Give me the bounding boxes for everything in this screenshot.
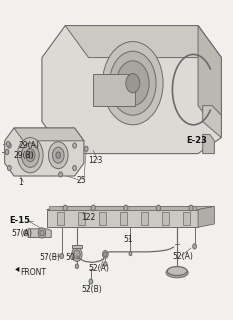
Ellipse shape <box>167 267 187 276</box>
Polygon shape <box>203 134 214 154</box>
Bar <box>141 212 148 225</box>
Circle shape <box>38 228 46 238</box>
Circle shape <box>60 253 64 259</box>
Text: 52(A): 52(A) <box>89 264 110 273</box>
Polygon shape <box>198 206 214 227</box>
Text: 57(A): 57(A) <box>12 229 33 238</box>
Circle shape <box>73 143 76 148</box>
Polygon shape <box>198 26 221 138</box>
Circle shape <box>59 172 62 177</box>
Text: 51: 51 <box>123 236 133 244</box>
Text: 25: 25 <box>77 176 86 185</box>
Circle shape <box>104 252 107 257</box>
Text: 1: 1 <box>19 178 23 187</box>
Circle shape <box>48 142 68 169</box>
Bar <box>57 212 64 225</box>
Circle shape <box>24 230 28 236</box>
Text: 52(B): 52(B) <box>82 285 102 294</box>
Circle shape <box>52 147 64 163</box>
Circle shape <box>56 152 61 158</box>
Polygon shape <box>15 267 19 272</box>
Polygon shape <box>14 128 84 141</box>
Circle shape <box>126 74 140 93</box>
Bar <box>78 212 85 225</box>
Text: FRONT: FRONT <box>20 268 46 277</box>
Text: 29(A): 29(A) <box>19 141 40 150</box>
Polygon shape <box>203 106 221 138</box>
Circle shape <box>74 250 80 259</box>
Bar <box>120 212 127 225</box>
Bar <box>99 212 106 225</box>
Circle shape <box>193 244 196 249</box>
Text: E-15: E-15 <box>9 216 30 225</box>
Bar <box>49 206 196 210</box>
Circle shape <box>103 251 108 258</box>
Text: 29(B): 29(B) <box>14 151 35 160</box>
Circle shape <box>21 143 39 167</box>
Bar <box>93 74 135 106</box>
Circle shape <box>40 230 44 236</box>
Circle shape <box>26 149 35 162</box>
Circle shape <box>189 205 193 211</box>
Text: 57(B): 57(B) <box>40 253 61 262</box>
Circle shape <box>156 205 161 211</box>
Circle shape <box>116 61 149 106</box>
Polygon shape <box>65 26 221 58</box>
Circle shape <box>72 247 82 261</box>
Polygon shape <box>28 229 51 237</box>
Ellipse shape <box>166 268 188 278</box>
Circle shape <box>73 165 76 171</box>
Circle shape <box>110 51 156 115</box>
Circle shape <box>5 149 9 155</box>
Circle shape <box>89 279 93 284</box>
Circle shape <box>104 262 107 266</box>
Text: 50: 50 <box>65 253 75 262</box>
Bar <box>47 210 198 227</box>
Polygon shape <box>42 26 221 154</box>
Text: 52(A): 52(A) <box>172 252 193 260</box>
Text: 122: 122 <box>82 213 96 222</box>
Circle shape <box>91 205 95 211</box>
Polygon shape <box>47 206 214 210</box>
Polygon shape <box>5 128 84 176</box>
Circle shape <box>129 252 132 256</box>
Circle shape <box>75 264 79 268</box>
Bar <box>72 245 82 248</box>
Circle shape <box>7 165 11 171</box>
Text: E-23: E-23 <box>186 136 207 145</box>
Text: 123: 123 <box>89 156 103 164</box>
Circle shape <box>17 138 43 173</box>
Circle shape <box>84 146 88 151</box>
Bar <box>162 212 169 225</box>
Circle shape <box>28 152 33 158</box>
Circle shape <box>6 141 10 147</box>
Circle shape <box>7 143 11 148</box>
Circle shape <box>103 42 163 125</box>
Circle shape <box>124 205 128 211</box>
Bar <box>183 212 190 225</box>
Circle shape <box>63 205 67 211</box>
